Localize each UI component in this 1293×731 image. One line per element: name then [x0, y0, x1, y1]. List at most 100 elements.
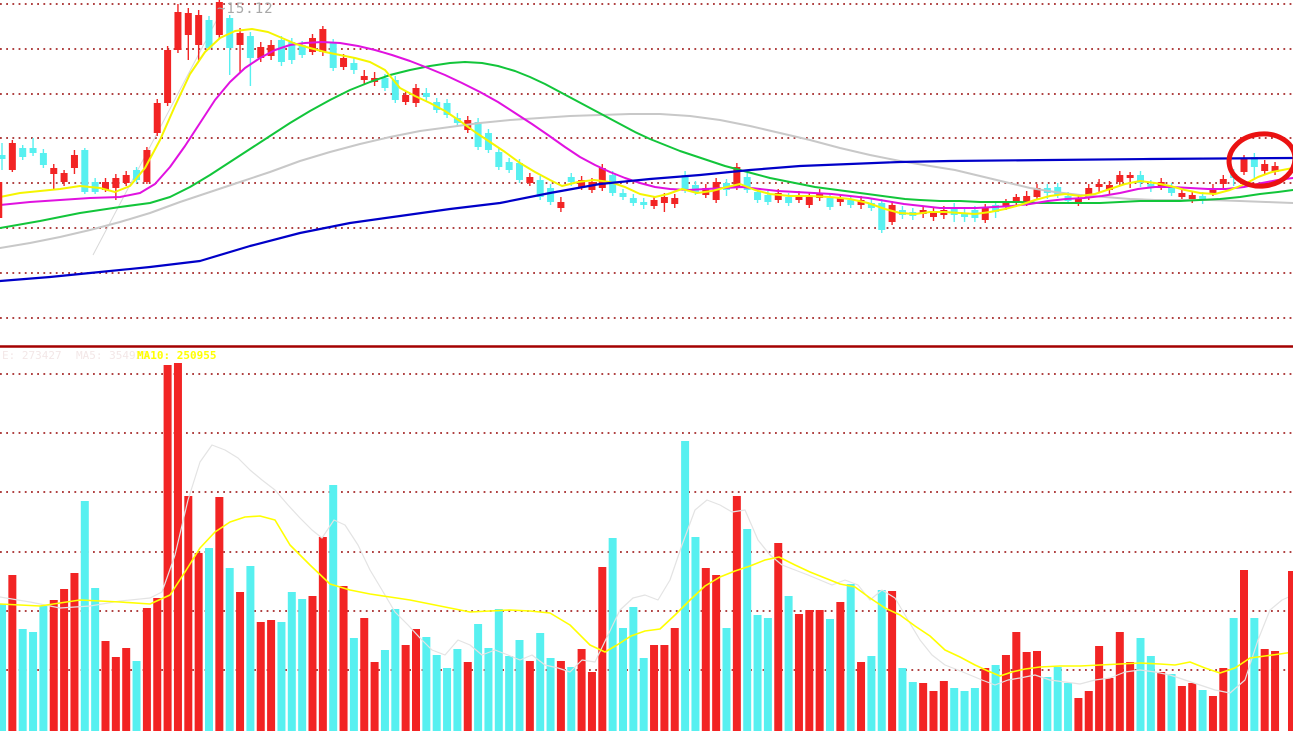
candle-body [1012, 197, 1020, 203]
volume-bar [1208, 696, 1217, 731]
volume-bar [29, 632, 38, 731]
volume-bar [1095, 646, 1104, 731]
candle-body [1023, 196, 1031, 203]
volume-bar [443, 668, 452, 731]
volume-ma5-label: MA5: 354925 [76, 349, 149, 362]
volume-bar [298, 599, 307, 731]
volume-bar [970, 688, 979, 731]
volume-bar [1084, 691, 1093, 731]
volume-bar [867, 656, 876, 731]
volume-bar [329, 485, 338, 731]
price-long-ma-line [0, 156, 1293, 283]
candle-body [640, 202, 648, 205]
candle-body [288, 42, 296, 60]
candle-body [516, 163, 523, 180]
volume-bar [670, 628, 679, 731]
volume-bar [91, 588, 100, 731]
volume-bar [39, 606, 48, 731]
volume-bar [515, 640, 524, 731]
candle-body [1271, 166, 1279, 172]
candle-body [1199, 196, 1207, 199]
candle-body [847, 200, 855, 205]
candle-body [381, 78, 389, 88]
volume-bar [215, 497, 224, 731]
volume-bar [101, 641, 110, 731]
candle-body [733, 167, 741, 187]
volume-bar [453, 649, 462, 731]
volume-bar [463, 662, 472, 731]
candle-body [888, 205, 896, 222]
volume-bar [794, 614, 803, 731]
volume-bar [660, 645, 669, 731]
volume-bar [1250, 618, 1259, 731]
candle-body [557, 202, 565, 208]
candle-body [1095, 184, 1103, 187]
candle-body [174, 12, 182, 50]
volume-bar [267, 620, 276, 731]
volume-bar [142, 608, 151, 731]
candle-body [795, 195, 803, 200]
volume-bar [173, 363, 182, 731]
volume-bar [898, 668, 907, 731]
candle-body [350, 63, 358, 70]
candle-body [164, 50, 172, 103]
candle-body [743, 177, 751, 190]
candle-body [39, 153, 47, 165]
volume-bar [732, 496, 741, 731]
candle-body [391, 80, 399, 100]
volume-bar [753, 615, 762, 731]
candle-body [360, 76, 368, 80]
volume-bar [1053, 667, 1062, 731]
candle-body [650, 200, 658, 206]
candle-body [19, 148, 27, 157]
volume-bar [349, 638, 358, 731]
candle-body [950, 207, 958, 215]
volume-bar [422, 637, 431, 731]
volume-bar [763, 618, 772, 731]
candle-body [277, 40, 285, 62]
candle-body [826, 198, 834, 207]
volume-bar [567, 667, 576, 731]
candle-body [1188, 195, 1196, 200]
volume-bar [494, 609, 503, 731]
candle-body [754, 192, 762, 200]
volume-bar [598, 567, 607, 731]
candle-body [619, 193, 627, 197]
volume-bar [784, 596, 793, 731]
candle-body [329, 43, 337, 68]
candle-body [205, 20, 213, 48]
volume-bar [246, 566, 255, 731]
candle-body [774, 193, 782, 200]
volume-bar [80, 501, 89, 731]
volume-bar [163, 365, 172, 731]
candle-body [505, 162, 513, 170]
volume-bar [1033, 651, 1041, 731]
volume-bar [939, 681, 948, 731]
candle-body [246, 36, 254, 58]
candle-body [298, 45, 306, 55]
candle-body [805, 197, 813, 205]
candle-body [598, 168, 606, 188]
volume-bar [1001, 655, 1010, 731]
volume-bar [991, 665, 1000, 731]
volume-bar [184, 496, 193, 731]
candle-body [495, 152, 503, 167]
volume-bar [619, 628, 627, 731]
volume-bar [1188, 683, 1197, 731]
candle-body [681, 175, 689, 190]
volume-bar [484, 648, 493, 731]
volume-bar [256, 622, 265, 731]
candle-body [981, 208, 989, 220]
candle-body [1054, 187, 1062, 195]
candle-body [81, 150, 89, 192]
candle-body [29, 148, 37, 153]
volume-bar [908, 682, 917, 731]
volume-bar [122, 648, 131, 731]
candle-body [195, 15, 203, 45]
candle-body [50, 168, 58, 174]
volume-bar [205, 548, 213, 731]
volume-bar [1126, 662, 1135, 731]
volume-bar [536, 633, 545, 731]
